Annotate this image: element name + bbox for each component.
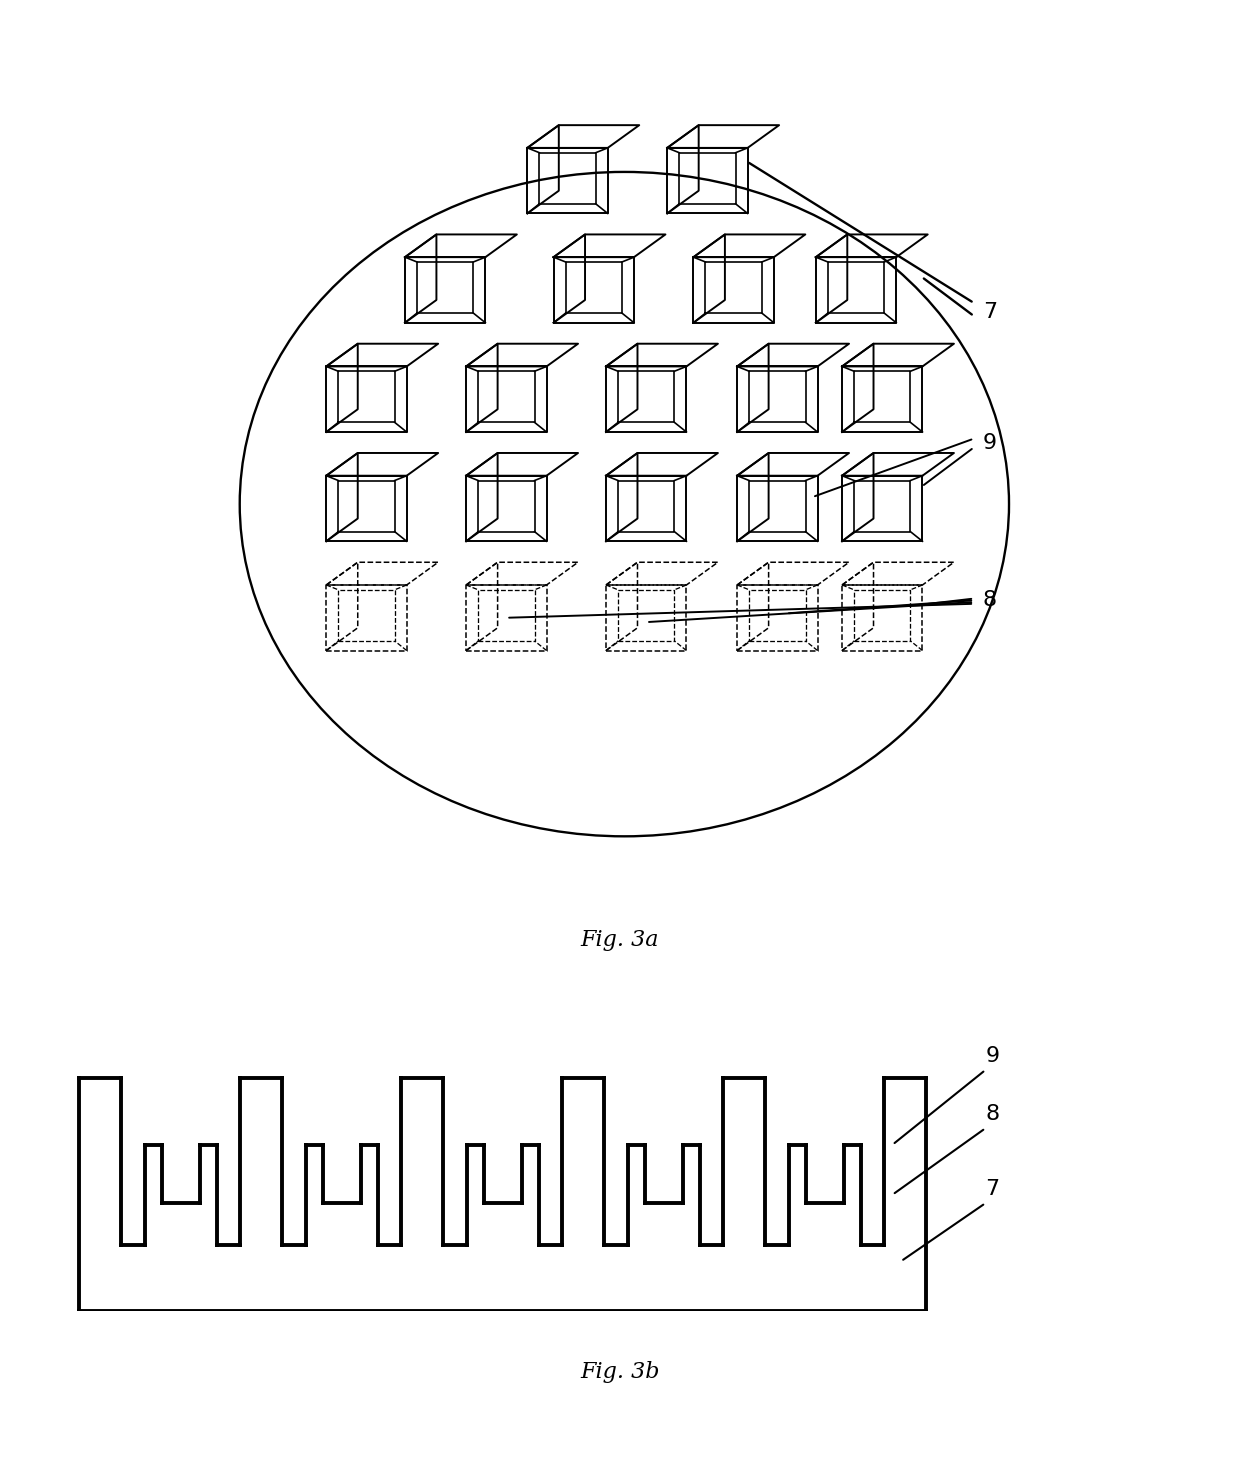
Text: 7: 7 bbox=[986, 1179, 999, 1199]
Text: 9: 9 bbox=[983, 433, 997, 453]
Text: Fig. 3a: Fig. 3a bbox=[580, 928, 660, 951]
Text: 9: 9 bbox=[986, 1046, 999, 1065]
Text: 7: 7 bbox=[983, 302, 997, 322]
Text: Fig. 3b: Fig. 3b bbox=[580, 1361, 660, 1383]
Text: 8: 8 bbox=[983, 590, 997, 610]
Text: 8: 8 bbox=[986, 1104, 999, 1123]
